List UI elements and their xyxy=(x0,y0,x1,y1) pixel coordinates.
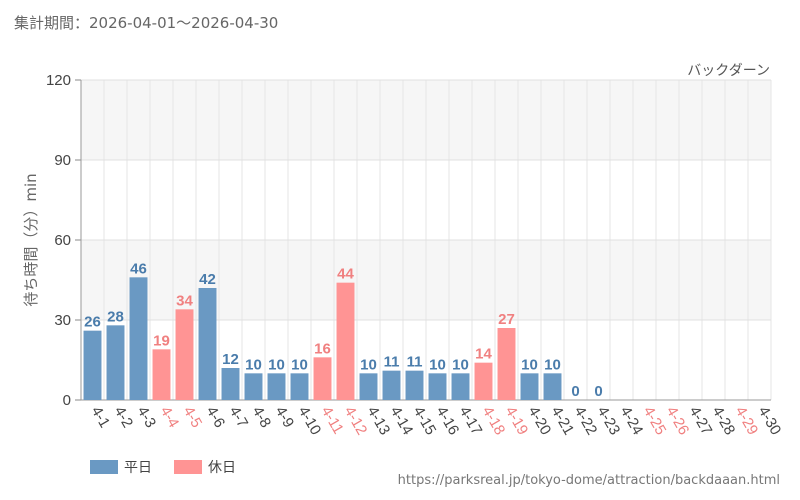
legend-label: 平日 xyxy=(124,460,152,476)
bar-4-18 xyxy=(474,362,493,400)
x-tick-label-4-30: 4-30 xyxy=(755,403,785,438)
data-label-4-4: 19 xyxy=(153,332,170,349)
y-tick-label: 0 xyxy=(63,392,71,409)
data-label-4-15: 11 xyxy=(407,354,423,371)
data-label-4-16: 10 xyxy=(429,356,446,373)
data-label-4-12: 44 xyxy=(337,266,354,283)
data-label-4-19: 27 xyxy=(498,311,515,328)
bar-4-9 xyxy=(267,373,286,400)
x-tick-label-4-19: 4-19 xyxy=(502,403,532,438)
y-axis-title: 待ち時間（分）min xyxy=(22,173,40,306)
data-label-4-5: 34 xyxy=(176,292,193,309)
x-tick-label-4-4: 4-4 xyxy=(157,403,183,430)
data-label-4-23: 0 xyxy=(594,383,602,400)
chart-title: バックダーン xyxy=(687,62,770,78)
bar-4-10 xyxy=(290,373,309,400)
data-label-4-18: 14 xyxy=(475,346,492,363)
x-tick-label-4-20: 4-20 xyxy=(525,403,555,438)
data-label-4-3: 46 xyxy=(130,260,147,277)
x-tick-label-4-8: 4-8 xyxy=(249,403,275,430)
data-label-4-17: 10 xyxy=(452,356,469,373)
legend-label: 休日 xyxy=(208,460,236,476)
x-tick-label-4-6: 4-6 xyxy=(203,403,229,430)
bar-4-14 xyxy=(382,370,401,400)
data-label-4-6: 42 xyxy=(199,271,216,288)
data-label-4-8: 10 xyxy=(245,356,262,373)
data-label-4-21: 10 xyxy=(544,356,561,373)
x-tick-label-4-3: 4-3 xyxy=(134,403,160,430)
x-tick-label-4-12: 4-12 xyxy=(341,403,371,438)
bar-4-12 xyxy=(336,282,355,400)
x-tick-label-4-22: 4-22 xyxy=(571,403,601,438)
bar-4-15 xyxy=(405,370,424,400)
y-tick-label: 120 xyxy=(46,72,71,89)
x-tick-label-4-28: 4-28 xyxy=(709,403,739,438)
x-tick-label-4-10: 4-10 xyxy=(295,403,325,438)
x-tick-label-4-23: 4-23 xyxy=(594,403,624,438)
y-tick-label: 30 xyxy=(54,312,71,329)
x-tick-label-4-29: 4-29 xyxy=(732,403,762,438)
x-tick-label-4-26: 4-26 xyxy=(663,403,693,438)
legend-item-weekday: 平日 xyxy=(90,457,152,477)
x-tick-label-4-13: 4-13 xyxy=(364,403,394,438)
x-tick-label-4-27: 4-27 xyxy=(686,403,716,438)
data-label-4-10: 10 xyxy=(291,356,308,373)
x-tick-label-4-16: 4-16 xyxy=(433,403,463,438)
y-tick-label: 60 xyxy=(54,232,71,249)
legend-item-holiday: 休日 xyxy=(174,457,236,477)
bar-4-2 xyxy=(106,325,125,400)
bar-4-6 xyxy=(198,288,217,400)
data-label-4-13: 10 xyxy=(360,356,377,373)
bar-4-13 xyxy=(359,373,378,400)
bar-4-21 xyxy=(543,373,562,400)
y-tick-label: 90 xyxy=(54,152,71,169)
data-label-4-20: 10 xyxy=(521,356,538,373)
bar-4-11 xyxy=(313,357,332,400)
x-tick-label-4-17: 4-17 xyxy=(456,403,486,438)
data-label-4-22: 0 xyxy=(571,383,579,400)
x-tick-label-4-11: 4-11 xyxy=(318,403,347,437)
source-url: https://parksreal.jp/tokyo-dome/attracti… xyxy=(397,473,780,488)
data-label-4-2: 28 xyxy=(107,308,124,325)
x-tick-label-4-15: 4-15 xyxy=(410,403,440,438)
legend-swatch xyxy=(90,460,118,474)
bar-4-4 xyxy=(152,349,171,400)
period-label: 集計期間：2026-04-01～2026-04-30 xyxy=(14,14,279,32)
bar-4-7 xyxy=(221,368,240,400)
x-tick-label-4-5: 4-5 xyxy=(180,403,206,430)
bar-4-16 xyxy=(428,373,447,400)
data-label-4-7: 12 xyxy=(222,351,239,368)
data-label-4-14: 11 xyxy=(384,354,400,371)
bar-4-19 xyxy=(497,328,516,400)
legend: 平日 休日 xyxy=(90,457,236,477)
x-tick-label-4-24: 4-24 xyxy=(617,403,647,438)
bar-4-3 xyxy=(129,277,148,400)
x-tick-label-4-25: 4-25 xyxy=(640,403,670,438)
data-label-4-9: 10 xyxy=(268,356,285,373)
x-tick-label-4-2: 4-2 xyxy=(111,403,137,430)
x-tick-label-4-1: 4-1 xyxy=(88,403,114,430)
bar-4-17 xyxy=(451,373,470,400)
x-tick-label-4-9: 4-9 xyxy=(272,403,298,430)
bar-4-20 xyxy=(520,373,539,400)
bar-4-5 xyxy=(175,309,194,400)
x-tick-label-4-18: 4-18 xyxy=(479,403,509,438)
legend-swatch xyxy=(174,460,202,474)
bar-4-8 xyxy=(244,373,263,400)
x-tick-label-4-7: 4-7 xyxy=(226,403,252,430)
x-tick-label-4-21: 4-21 xyxy=(548,403,578,438)
data-label-4-1: 26 xyxy=(84,314,101,331)
bar-4-1 xyxy=(83,330,102,400)
x-tick-label-4-14: 4-14 xyxy=(387,403,417,438)
data-label-4-11: 16 xyxy=(314,340,331,357)
